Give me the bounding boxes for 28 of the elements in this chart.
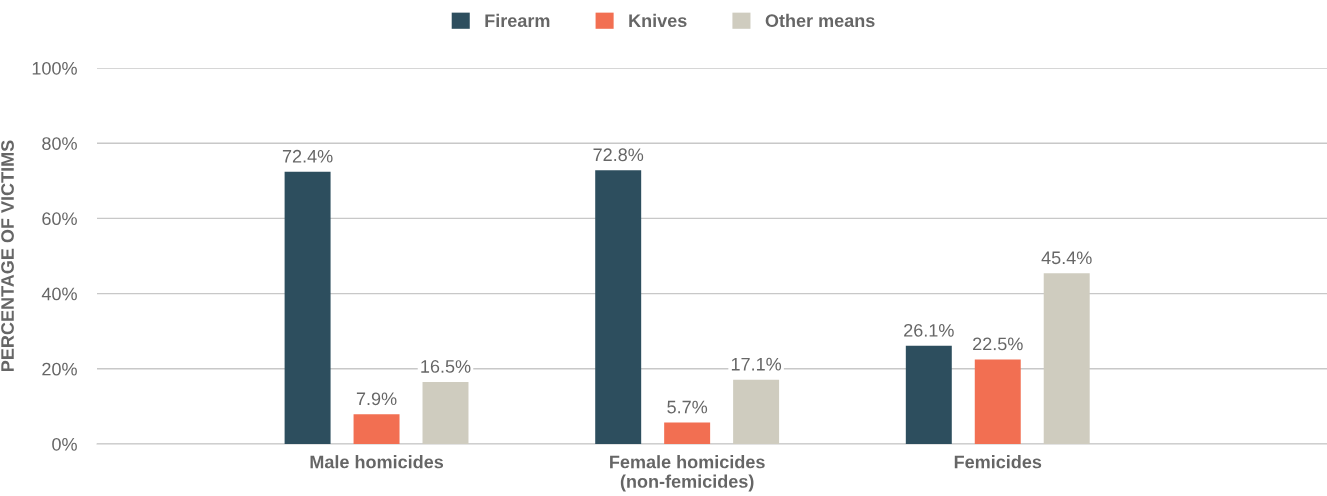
y-axis-title: PERCENTAGE OF VICTIMS	[1, 140, 14, 371]
y-tick-label: 20%	[42, 362, 77, 376]
data-label: 5.7%	[667, 400, 708, 414]
data-label: 45.4%	[1041, 251, 1092, 265]
bar	[905, 345, 952, 444]
bar	[664, 422, 711, 444]
legend-label: Other means	[765, 13, 875, 28]
data-label: 7.9%	[356, 392, 397, 406]
data-label: 22.5%	[973, 337, 1023, 351]
x-tick-label: Male homicides	[310, 455, 444, 469]
bar	[353, 414, 400, 444]
y-tick-label: 0%	[52, 437, 77, 451]
bar	[284, 171, 331, 444]
data-label: 72.4%	[282, 149, 333, 163]
x-tick-label: Female homicides (non-femicides)	[610, 455, 765, 492]
data-label: 26.1%	[904, 323, 954, 337]
y-tick-label: 100%	[32, 61, 77, 75]
y-tick-label: 80%	[42, 137, 77, 150]
data-label: 17.1%	[731, 357, 782, 371]
y-tick-label: 60%	[42, 212, 77, 226]
bar	[595, 170, 642, 444]
y-tick-label: 40%	[41, 287, 77, 301]
legend-label: Knives	[629, 13, 687, 28]
x-tick-label: Femicides	[954, 455, 1042, 469]
data-label: 72.8%	[593, 148, 644, 162]
data-label: 16.5%	[421, 360, 471, 373]
legend-label: Firearm	[485, 13, 550, 28]
bar	[974, 359, 1021, 444]
